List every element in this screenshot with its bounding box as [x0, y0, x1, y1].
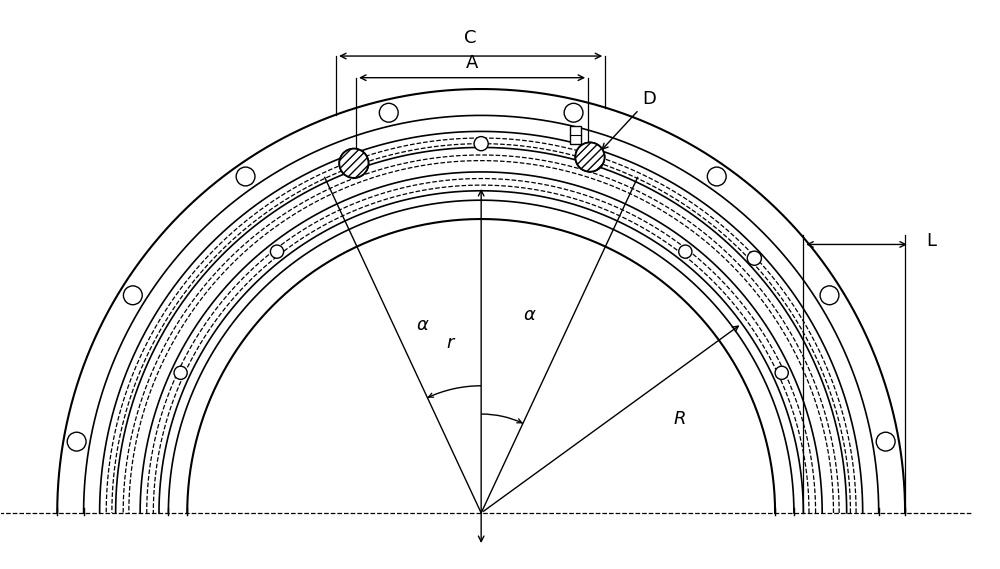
Circle shape — [67, 432, 86, 451]
Circle shape — [876, 432, 895, 451]
Text: $r$: $r$ — [446, 335, 456, 352]
Text: $\alpha$: $\alpha$ — [523, 306, 537, 324]
Circle shape — [236, 167, 255, 186]
Circle shape — [820, 286, 839, 305]
Circle shape — [747, 251, 761, 265]
Text: $R$: $R$ — [673, 410, 685, 428]
Circle shape — [564, 104, 583, 122]
Circle shape — [270, 245, 284, 258]
Circle shape — [174, 366, 187, 380]
Circle shape — [379, 104, 398, 122]
Circle shape — [474, 137, 488, 151]
Circle shape — [575, 142, 605, 172]
Circle shape — [775, 366, 788, 380]
Text: C: C — [464, 28, 477, 47]
Circle shape — [123, 286, 142, 305]
Text: L: L — [926, 232, 936, 250]
Circle shape — [707, 167, 726, 186]
Circle shape — [339, 149, 368, 178]
Text: $\alpha$: $\alpha$ — [416, 316, 430, 333]
Circle shape — [339, 149, 368, 178]
Text: D: D — [602, 90, 656, 149]
Circle shape — [679, 245, 692, 258]
Circle shape — [575, 142, 605, 172]
Bar — [570, 126, 581, 144]
Text: A: A — [466, 54, 478, 72]
